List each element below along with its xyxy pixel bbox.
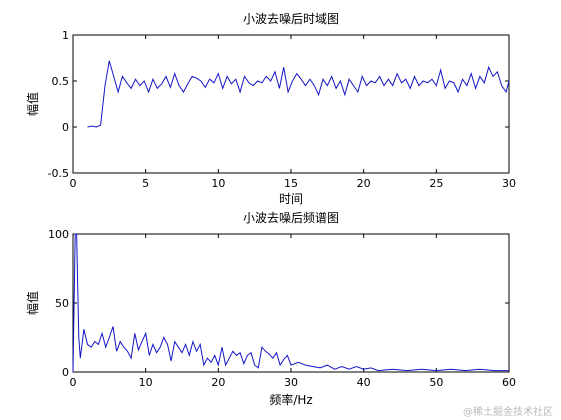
time-domain-xtick-label: 25 [429, 177, 443, 190]
frequency-spectrum-xtick-label: 0 [70, 376, 77, 389]
frequency-spectrum-axes [72, 233, 510, 373]
frequency-spectrum-xtick-label: 20 [211, 376, 225, 389]
frequency-spectrum-xtick-label: 40 [357, 376, 371, 389]
time-domain-ytick-label: 0 [62, 121, 69, 134]
frequency-spectrum-ytick-label: 50 [55, 297, 69, 310]
time-domain-ytick-label: 0.5 [52, 75, 70, 88]
time-domain-ylabel: 幅值 [25, 92, 40, 116]
frequency-spectrum-ytick-label: 0 [62, 366, 69, 379]
frequency-spectrum-xtick-label: 50 [429, 376, 443, 389]
time-domain-axes [72, 34, 510, 174]
frequency-spectrum-xtick-label: 60 [502, 376, 516, 389]
frequency-spectrum-xlabel: 频率/Hz [269, 392, 312, 407]
frequency-spectrum-ytick-label: 100 [48, 228, 69, 241]
frequency-spectrum-title: 小波去噪后频谱图 [243, 211, 339, 225]
frequency-spectrum-xtick-label: 10 [139, 376, 153, 389]
time-domain-series-line [87, 60, 510, 128]
time-domain-xtick-label: 15 [284, 177, 298, 190]
time-domain-xtick-label: 0 [70, 177, 77, 190]
time-domain-ytick-label: -0.5 [48, 167, 69, 180]
time-domain-title: 小波去噪后时域图 [243, 12, 339, 26]
time-domain-xtick-label: 20 [357, 177, 371, 190]
watermark: @稀土掘金技术社区 [463, 407, 553, 418]
frequency-spectrum-ylabel: 幅值 [25, 291, 40, 315]
time-domain-xtick-label: 5 [142, 177, 149, 190]
frequency-spectrum-series-line [72, 233, 509, 373]
time-domain-plot: 小波去噪后时域图 时间 幅值 0 5 10 15 20 25 30-0.500.51 [25, 12, 516, 206]
frequency-spectrum-ticks: 0 10 20 30 40 50 60 0 50 100 [48, 228, 516, 389]
frequency-spectrum-plot: 小波去噪后频谱图 频率/Hz 幅值 0 10 20 30 40 50 60 0 50 100 [25, 211, 516, 407]
time-domain-xlabel: 时间 [279, 192, 303, 206]
time-domain-ticks: 0 5 10 15 20 25 30-0.500.51 [48, 29, 516, 190]
time-domain-ytick-label: 1 [62, 29, 69, 42]
frequency-spectrum-xtick-label: 30 [284, 376, 298, 389]
time-domain-xtick-label: 30 [502, 177, 516, 190]
time-domain-xtick-label: 10 [211, 177, 225, 190]
